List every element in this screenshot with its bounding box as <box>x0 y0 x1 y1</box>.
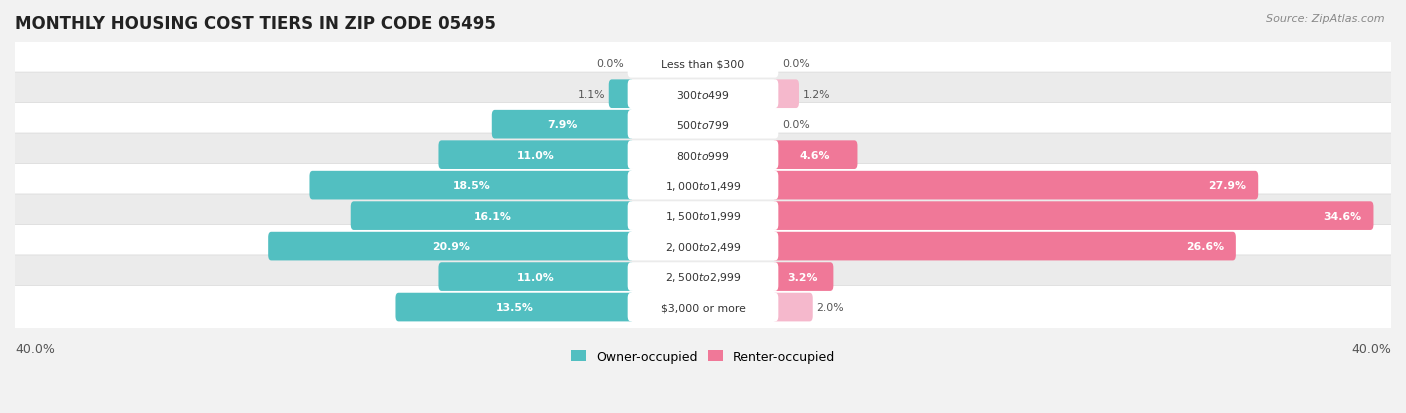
FancyBboxPatch shape <box>627 293 779 322</box>
FancyBboxPatch shape <box>11 73 1395 116</box>
Text: 0.0%: 0.0% <box>596 59 624 69</box>
Text: 0.0%: 0.0% <box>782 120 810 130</box>
Text: 2.0%: 2.0% <box>817 302 844 312</box>
Text: 4.6%: 4.6% <box>800 150 830 160</box>
FancyBboxPatch shape <box>627 80 779 109</box>
FancyBboxPatch shape <box>11 134 1395 177</box>
FancyBboxPatch shape <box>627 141 779 170</box>
FancyBboxPatch shape <box>772 202 1374 230</box>
Text: 0.0%: 0.0% <box>782 59 810 69</box>
FancyBboxPatch shape <box>627 202 779 230</box>
FancyBboxPatch shape <box>772 293 813 322</box>
Text: Source: ZipAtlas.com: Source: ZipAtlas.com <box>1267 14 1385 24</box>
FancyBboxPatch shape <box>439 141 634 170</box>
FancyBboxPatch shape <box>11 195 1395 238</box>
Text: MONTHLY HOUSING COST TIERS IN ZIP CODE 05495: MONTHLY HOUSING COST TIERS IN ZIP CODE 0… <box>15 15 496 33</box>
FancyBboxPatch shape <box>395 293 634 322</box>
FancyBboxPatch shape <box>772 232 1236 261</box>
Text: $500 to $799: $500 to $799 <box>676 119 730 131</box>
FancyBboxPatch shape <box>309 171 634 200</box>
FancyBboxPatch shape <box>609 80 634 109</box>
FancyBboxPatch shape <box>439 263 634 291</box>
FancyBboxPatch shape <box>772 80 799 109</box>
FancyBboxPatch shape <box>772 141 858 170</box>
Text: 1.1%: 1.1% <box>578 90 605 100</box>
Text: 7.9%: 7.9% <box>547 120 578 130</box>
Text: $2,500 to $2,999: $2,500 to $2,999 <box>665 271 741 283</box>
Text: 18.5%: 18.5% <box>453 181 491 191</box>
FancyBboxPatch shape <box>11 103 1395 147</box>
Text: 13.5%: 13.5% <box>496 302 534 312</box>
Text: $2,000 to $2,499: $2,000 to $2,499 <box>665 240 741 253</box>
Text: 11.0%: 11.0% <box>517 150 555 160</box>
Text: 40.0%: 40.0% <box>15 342 55 355</box>
Text: 3.2%: 3.2% <box>787 272 818 282</box>
FancyBboxPatch shape <box>492 111 634 139</box>
Text: 34.6%: 34.6% <box>1323 211 1362 221</box>
FancyBboxPatch shape <box>350 202 634 230</box>
Text: $1,000 to $1,499: $1,000 to $1,499 <box>665 179 741 192</box>
FancyBboxPatch shape <box>11 164 1395 207</box>
FancyBboxPatch shape <box>269 232 634 261</box>
FancyBboxPatch shape <box>627 111 779 139</box>
FancyBboxPatch shape <box>11 286 1395 329</box>
FancyBboxPatch shape <box>627 171 779 200</box>
Text: $3,000 or more: $3,000 or more <box>661 302 745 312</box>
FancyBboxPatch shape <box>627 50 779 78</box>
FancyBboxPatch shape <box>11 43 1395 85</box>
FancyBboxPatch shape <box>627 232 779 261</box>
Text: 26.6%: 26.6% <box>1187 242 1225 252</box>
Text: 27.9%: 27.9% <box>1209 181 1247 191</box>
FancyBboxPatch shape <box>11 255 1395 299</box>
Text: 16.1%: 16.1% <box>474 211 512 221</box>
Text: Less than $300: Less than $300 <box>661 59 745 69</box>
Text: $1,500 to $1,999: $1,500 to $1,999 <box>665 210 741 223</box>
Text: $800 to $999: $800 to $999 <box>676 150 730 161</box>
Text: $300 to $499: $300 to $499 <box>676 88 730 100</box>
Text: 11.0%: 11.0% <box>517 272 555 282</box>
FancyBboxPatch shape <box>772 263 834 291</box>
Text: 20.9%: 20.9% <box>432 242 470 252</box>
Text: 40.0%: 40.0% <box>1351 342 1391 355</box>
Text: 1.2%: 1.2% <box>803 90 831 100</box>
FancyBboxPatch shape <box>627 263 779 291</box>
FancyBboxPatch shape <box>772 171 1258 200</box>
Legend: Owner-occupied, Renter-occupied: Owner-occupied, Renter-occupied <box>567 345 839 368</box>
FancyBboxPatch shape <box>11 225 1395 268</box>
